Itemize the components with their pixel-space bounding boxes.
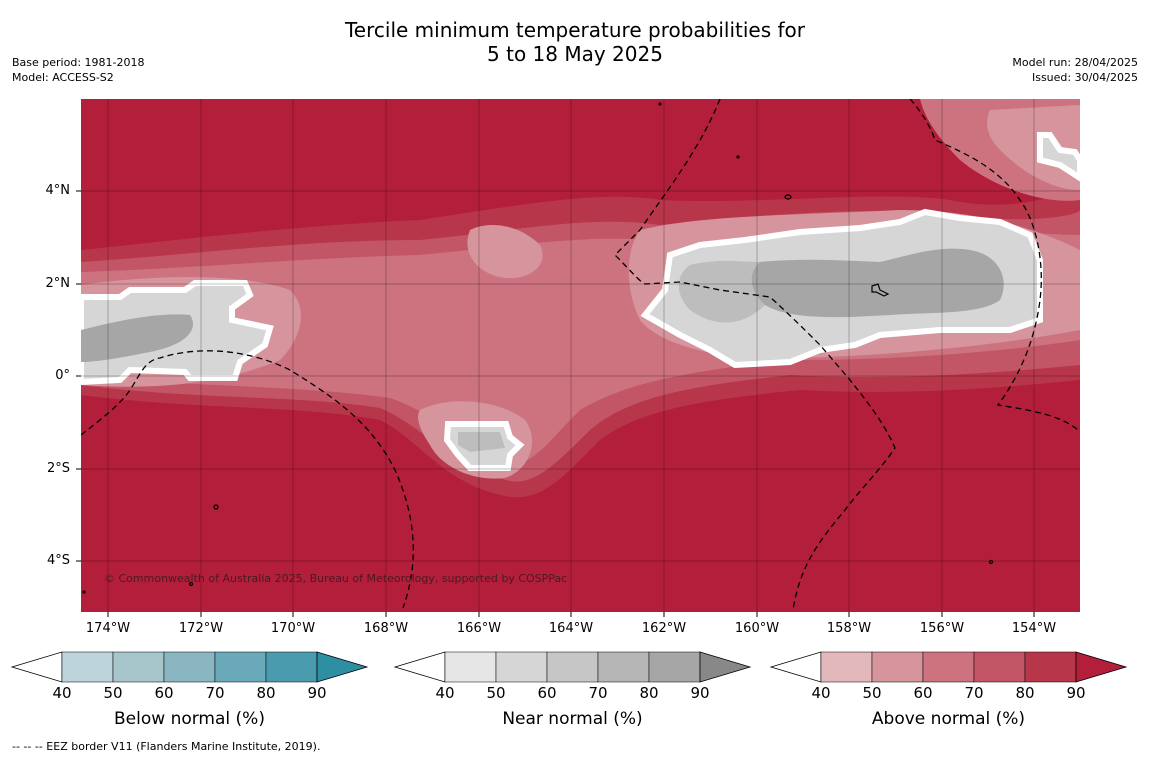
lon-label: 158°W — [826, 621, 872, 636]
near-normal-south-core — [458, 432, 505, 452]
model-name: Model: ACCESS-S2 — [12, 71, 114, 84]
colorbar-tick-label: 80 — [639, 684, 659, 702]
colorbar-tick-label: 60 — [913, 684, 933, 702]
above-normal-top-right-light — [987, 105, 1080, 190]
meta-right: Model run: 28/04/2025 Issued: 30/04/2025 — [1012, 55, 1138, 85]
lon-label: 162°W — [641, 621, 687, 636]
near-normal-colorbar — [393, 651, 752, 683]
colorbar-tick-label: 50 — [862, 684, 882, 702]
lon-label: 172°W — [178, 621, 224, 636]
above-normal-colorbar — [769, 651, 1128, 683]
colorbar-low-extend — [10, 651, 63, 683]
colorbar-segment — [112, 651, 165, 683]
colorbar-tick-label: 90 — [1066, 684, 1086, 702]
island-3 — [213, 504, 219, 510]
colorbar-tick-label: 90 — [690, 684, 710, 702]
colorbar-high-extend — [1075, 651, 1128, 683]
near-normal-east-mid — [678, 260, 765, 323]
colorbar-tick-label: 70 — [964, 684, 984, 702]
colorbar-low-extend — [769, 651, 822, 683]
near-normal-east-core — [751, 248, 1004, 318]
eez-borders — [81, 99, 1079, 611]
colorbar-segment — [820, 651, 873, 683]
colorbars — [10, 651, 1128, 683]
above-normal-40-central — [467, 225, 543, 279]
issued-date: Issued: 30/04/2025 — [1031, 71, 1138, 84]
colorbar-high-extend — [316, 651, 369, 683]
colorbar-segment — [871, 651, 924, 683]
lat-label: 4°S — [46, 553, 70, 568]
colorbar-low-extend — [393, 651, 446, 683]
base-period: Base period: 1981-2018 — [12, 56, 145, 69]
island-5 — [988, 559, 994, 565]
colorbar-segment — [61, 651, 114, 683]
colorbar-tick-label: 70 — [588, 684, 608, 702]
colorbar-tick-label: 80 — [1015, 684, 1035, 702]
below-normal-colorbar — [10, 651, 369, 683]
colorbar-segment — [546, 651, 599, 683]
colorbar-tick-label: 80 — [256, 684, 276, 702]
axis-ticks — [76, 190, 1035, 617]
colorbar-tick-label: 60 — [154, 684, 174, 702]
colorbar-tick-label: 50 — [486, 684, 506, 702]
colorbar-segment — [973, 651, 1026, 683]
colorbar-segment — [922, 651, 975, 683]
lat-label: 0° — [55, 368, 70, 383]
colorbar-segment — [597, 651, 650, 683]
eez-footnote: -- -- -- EEZ border V11 (Flanders Marine… — [12, 740, 321, 753]
colorbar-segment — [648, 651, 701, 683]
map-field — [81, 99, 1080, 612]
lon-label: 156°W — [919, 621, 965, 636]
lon-label: 154°W — [1011, 621, 1057, 636]
island-6 — [736, 155, 740, 159]
colorbar-title: Near normal (%) — [502, 709, 643, 729]
copyright-text: © Commonwealth of Australia 2025, Bureau… — [104, 572, 568, 585]
lat-label: 2°S — [46, 461, 70, 476]
near-normal-west-core — [81, 314, 194, 362]
model-run: Model run: 28/04/2025 — [1012, 56, 1138, 69]
chart-title: Tercile minimum temperature probabilitie… — [0, 18, 1150, 66]
lat-label: 4°N — [45, 183, 71, 198]
lon-label: 160°W — [734, 621, 780, 636]
lon-label: 166°W — [456, 621, 502, 636]
colorbar-tick-label: 40 — [811, 684, 831, 702]
colorbar-tick-label: 50 — [103, 684, 123, 702]
eez-border-east — [909, 99, 1079, 431]
colorbar-title: Above normal (%) — [871, 709, 1026, 729]
title-line-2: 5 to 18 May 2025 — [487, 42, 663, 66]
island-1 — [784, 194, 792, 200]
colorbar-tick-label: 40 — [52, 684, 72, 702]
island-2 — [871, 283, 890, 297]
colorbar-tick-label: 90 — [307, 684, 327, 702]
lon-label: 168°W — [363, 621, 409, 636]
lon-label: 164°W — [548, 621, 594, 636]
islands — [82, 102, 994, 594]
island-7 — [658, 102, 662, 106]
colorbar-high-extend — [699, 651, 752, 683]
graticule — [81, 99, 1080, 612]
island-4 — [188, 581, 194, 587]
lon-label: 174°W — [85, 621, 131, 636]
colorbar-tick-label: 60 — [537, 684, 557, 702]
title-line-1: Tercile minimum temperature probabilitie… — [344, 18, 806, 42]
colorbar-segment — [444, 651, 497, 683]
colorbar-segment — [265, 651, 318, 683]
colorbar-segment — [214, 651, 267, 683]
lat-label: 2°N — [45, 276, 71, 291]
colorbar-title: Below normal (%) — [114, 709, 265, 729]
meta-left: Base period: 1981-2018 Model: ACCESS-S2 — [12, 55, 144, 85]
lon-label: 170°W — [270, 621, 316, 636]
colorbar-segment — [495, 651, 548, 683]
colorbar-segment — [1024, 651, 1077, 683]
near-normal-ne-region — [1037, 132, 1080, 182]
eez-border-central — [614, 99, 896, 611]
island-8 — [82, 590, 86, 594]
colorbar-tick-label: 40 — [435, 684, 455, 702]
colorbar-segment — [163, 651, 216, 683]
colorbar-tick-label: 70 — [205, 684, 225, 702]
